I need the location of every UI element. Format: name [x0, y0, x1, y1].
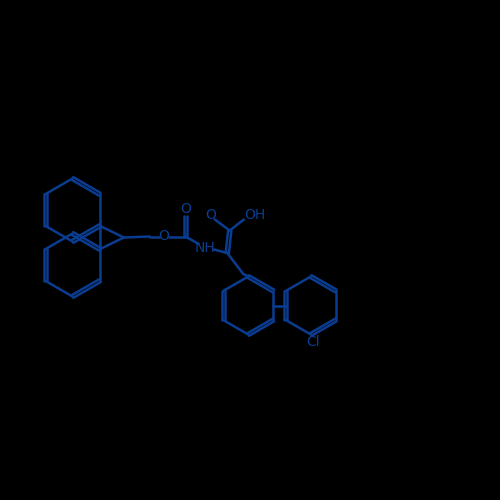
Text: O: O: [158, 230, 169, 243]
Text: Cl: Cl: [306, 335, 320, 349]
Text: NH: NH: [195, 241, 216, 255]
Text: O: O: [206, 208, 216, 222]
Text: OH: OH: [244, 208, 266, 222]
Text: O: O: [180, 202, 190, 215]
